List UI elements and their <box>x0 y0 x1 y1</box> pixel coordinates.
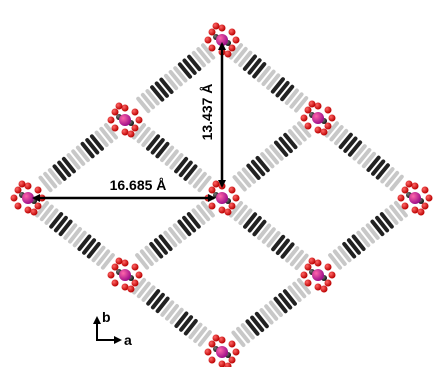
oxygen <box>112 280 119 287</box>
oxygen <box>329 272 336 279</box>
oxygen <box>219 25 226 32</box>
oxygen <box>108 117 115 124</box>
oxygen <box>229 29 236 36</box>
vertical-length: 13.437 Å <box>199 84 215 141</box>
metal <box>22 192 34 204</box>
oxygen <box>315 127 322 134</box>
oxygen <box>122 105 129 112</box>
oxygen <box>301 115 308 122</box>
oxygen <box>209 203 216 210</box>
oxygen <box>325 107 332 114</box>
oxygen <box>233 195 240 202</box>
oxygen <box>426 195 433 202</box>
oxygen <box>406 181 413 188</box>
oxygen <box>136 272 143 279</box>
oxygen <box>305 123 312 130</box>
a-label: a <box>124 332 132 348</box>
oxygen <box>315 284 322 291</box>
oxygen <box>233 349 240 356</box>
metal <box>216 192 228 204</box>
oxygen <box>205 349 212 356</box>
oxygen <box>225 51 232 58</box>
oxygen <box>116 103 123 110</box>
oxygen <box>219 207 226 214</box>
oxygen <box>321 129 328 136</box>
oxygen <box>229 187 236 194</box>
oxygen <box>25 207 32 214</box>
node <box>205 335 240 367</box>
oxygen <box>116 258 123 265</box>
oxygen <box>225 209 232 216</box>
oxygen <box>233 37 240 44</box>
axis-indicator: b a <box>96 309 132 348</box>
oxygen <box>128 131 135 138</box>
crystal-structure: 13.437 Å 16.685 Å b a <box>0 0 438 367</box>
oxygen <box>108 272 115 279</box>
oxygen <box>15 203 22 210</box>
oxygen <box>418 209 425 216</box>
oxygen <box>321 286 328 293</box>
metal <box>119 269 131 281</box>
metal <box>119 114 131 126</box>
oxygen <box>309 101 316 108</box>
oxygen <box>209 357 216 364</box>
oxygen <box>329 115 336 122</box>
oxygen <box>219 361 226 367</box>
horizontal-length: 16.685 Å <box>110 177 167 193</box>
oxygen <box>229 341 236 348</box>
oxygen <box>205 37 212 44</box>
oxygen <box>122 260 129 267</box>
oxygen <box>209 45 216 52</box>
oxygen <box>402 203 409 210</box>
oxygen <box>301 272 308 279</box>
oxygen <box>412 183 419 190</box>
oxygen <box>225 363 232 367</box>
oxygen <box>132 109 139 116</box>
oxygen <box>213 181 220 188</box>
page: 13.437 Å 16.685 Å b a (() => { const dat… <box>0 0 438 367</box>
oxygen <box>132 264 139 271</box>
oxygen <box>35 187 42 194</box>
oxygen <box>128 286 135 293</box>
oxygen <box>11 195 18 202</box>
oxygen <box>219 337 226 344</box>
oxygen <box>325 264 332 271</box>
oxygen <box>31 209 38 216</box>
oxygen <box>213 335 220 342</box>
oxygen <box>112 125 119 132</box>
oxygen <box>213 23 220 30</box>
b-label: b <box>102 309 111 325</box>
oxygen <box>136 117 143 124</box>
oxygen <box>315 260 322 267</box>
oxygen <box>122 129 129 136</box>
oxygen <box>412 207 419 214</box>
metal <box>409 192 421 204</box>
metal <box>312 269 324 281</box>
oxygen <box>422 187 429 194</box>
oxygen <box>398 195 405 202</box>
oxygen <box>315 103 322 110</box>
metal <box>312 112 324 124</box>
oxygen <box>25 183 32 190</box>
oxygen <box>305 280 312 287</box>
oxygen <box>122 284 129 291</box>
metal <box>216 346 228 358</box>
oxygen <box>19 181 26 188</box>
oxygen <box>309 258 316 265</box>
